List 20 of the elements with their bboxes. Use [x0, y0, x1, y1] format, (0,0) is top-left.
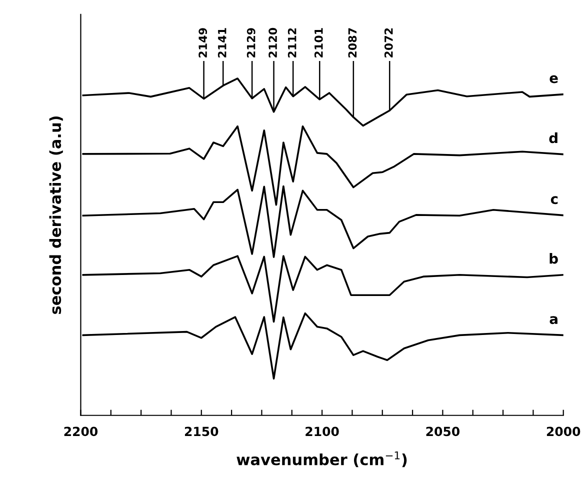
- annotation: 2141: [218, 28, 226, 58]
- x-tick-label: 2150: [184, 426, 218, 436]
- annotation: 2072: [384, 28, 393, 58]
- x-tick-label: 2000: [546, 426, 580, 436]
- series-label: a: [550, 316, 558, 324]
- annotation: 2101: [314, 28, 323, 58]
- series-label: e: [550, 75, 558, 84]
- x-tick-label: 2200: [64, 426, 98, 436]
- y-axis-title: second derivative (a.u): [49, 116, 63, 314]
- annotation: 2129: [246, 28, 256, 58]
- annotation: 2149: [198, 28, 208, 58]
- series-label: d: [549, 132, 558, 144]
- x-tick-label: 2050: [426, 426, 460, 436]
- annotation: 2112: [288, 28, 296, 58]
- x-axis-title: wavenumber (cm$^{−1}$): [236, 451, 407, 468]
- series-label: c: [550, 196, 558, 204]
- annotation: 2120: [268, 28, 278, 58]
- annotation: 2087: [348, 28, 357, 58]
- series-label: b: [550, 253, 558, 264]
- x-tick-label: 2100: [306, 426, 339, 436]
